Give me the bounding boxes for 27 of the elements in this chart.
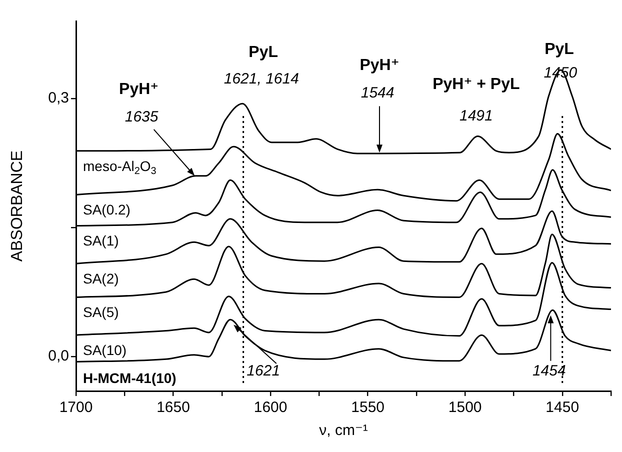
x-tick-label: 1450 <box>546 399 580 416</box>
annotation: PyL <box>544 40 574 58</box>
annotation: 1635 <box>124 108 159 126</box>
y-tick-label: 0,3 <box>48 90 69 107</box>
annotation: 1621, 1614 <box>224 70 299 88</box>
annotation: PyH⁺ <box>360 57 400 74</box>
annotation: PyL <box>248 44 278 62</box>
series-label: SA(1) <box>83 232 119 249</box>
x-tick-label: 1550 <box>351 399 385 416</box>
series-label: SA(0.2) <box>83 202 130 218</box>
x-axis-title: ν, cm⁻¹ <box>319 422 368 440</box>
series-label: SA(2) <box>83 270 119 287</box>
series-label: H-MCM-41(10) <box>83 370 176 386</box>
series-label: SA(10) <box>83 342 127 358</box>
x-tick-label: 1500 <box>448 399 482 416</box>
y-tick-label: 0,0 <box>48 348 69 365</box>
annotation: 1544 <box>360 84 394 102</box>
annotation: 1621 <box>246 362 280 380</box>
annotation: PyH⁺ <box>119 81 159 98</box>
annotation: 1454 <box>532 362 566 380</box>
series-label: SA(5) <box>83 304 119 320</box>
x-tick-label: 1650 <box>156 399 190 416</box>
y-axis-title: ABSORBANCE <box>9 150 26 262</box>
x-tick-label: 1600 <box>254 399 288 416</box>
annotation: 1491 <box>459 108 493 125</box>
annotation: PyH⁺ + PyL <box>432 76 520 94</box>
x-tick-label: 1700 <box>59 399 93 416</box>
